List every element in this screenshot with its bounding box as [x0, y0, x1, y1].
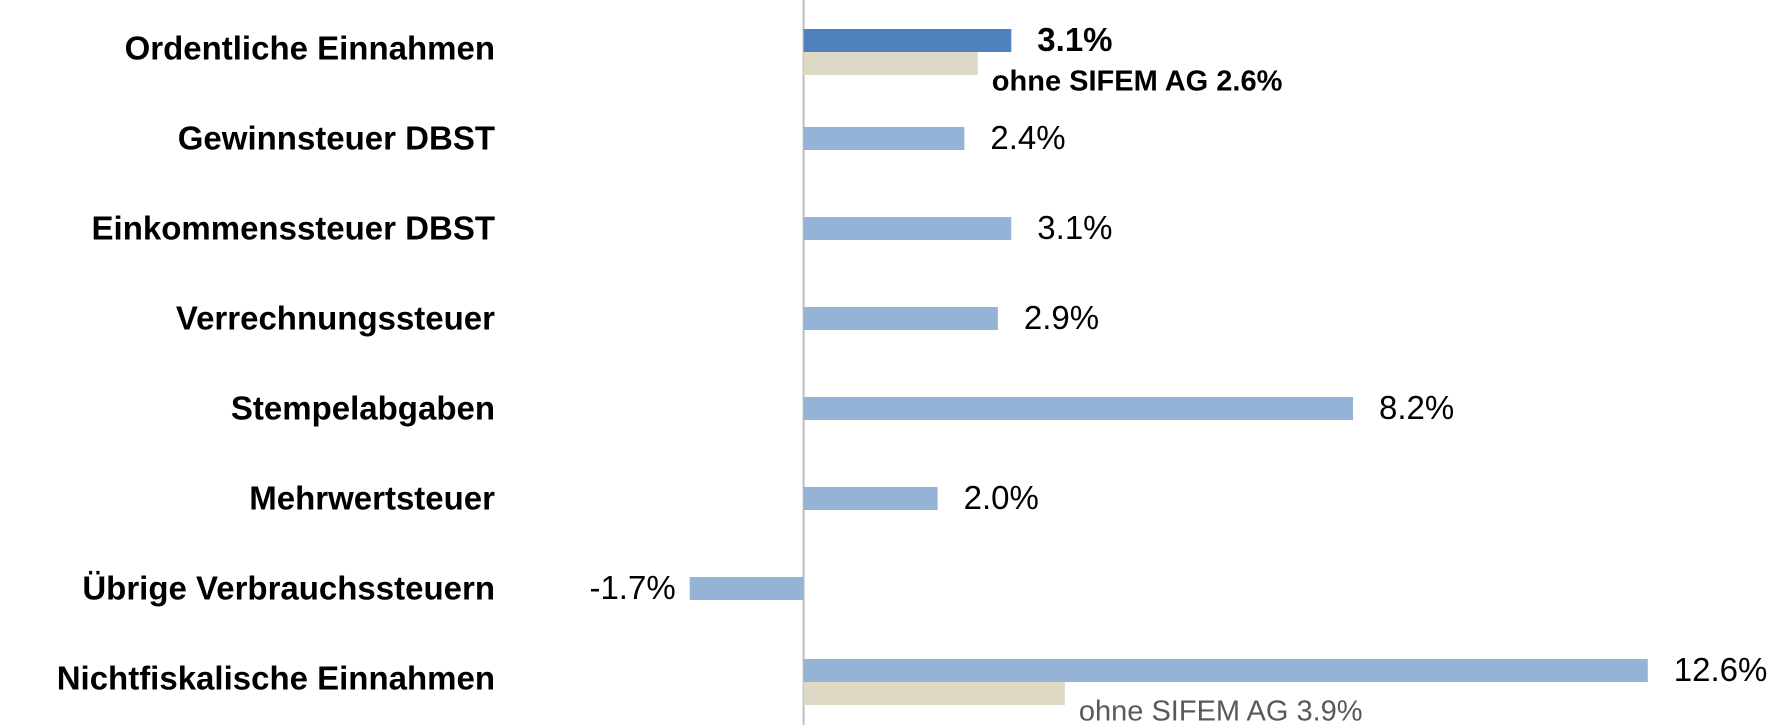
value-label: 2.4% [990, 119, 1065, 156]
value-label: 3.1% [1037, 21, 1112, 58]
bar [803, 659, 1648, 682]
bar [803, 52, 978, 75]
value-label: 8.2% [1379, 389, 1454, 426]
secondary-label: ohne SIFEM AG 2.6% [992, 66, 1283, 98]
category-label: Mehrwertsteuer [249, 480, 495, 517]
bar [803, 307, 998, 330]
bar [803, 397, 1353, 420]
bar [803, 127, 965, 150]
category-label: Stempelabgaben [231, 390, 495, 427]
category-label: Verrechnungssteuer [176, 300, 495, 337]
secondary-label: ohne SIFEM AG 3.9% [1079, 696, 1363, 725]
category-label: Gewinnsteuer DBST [178, 120, 495, 157]
value-label: 2.0% [964, 479, 1039, 516]
bar [803, 29, 1012, 52]
bar [803, 487, 938, 510]
value-label: 2.9% [1024, 299, 1099, 336]
bar [803, 682, 1065, 705]
category-label: Ordentliche Einnahmen [125, 30, 495, 67]
value-label: 12.6% [1674, 651, 1768, 688]
bar [689, 577, 804, 600]
value-label: 3.1% [1037, 209, 1112, 246]
category-label: Übrige Verbrauchssteuern [82, 570, 495, 607]
value-label: -1.7% [589, 569, 675, 606]
bar [803, 217, 1012, 240]
category-label: Einkommenssteuer DBST [92, 210, 495, 247]
category-label: Nichtfiskalische Einnahmen [57, 660, 495, 697]
